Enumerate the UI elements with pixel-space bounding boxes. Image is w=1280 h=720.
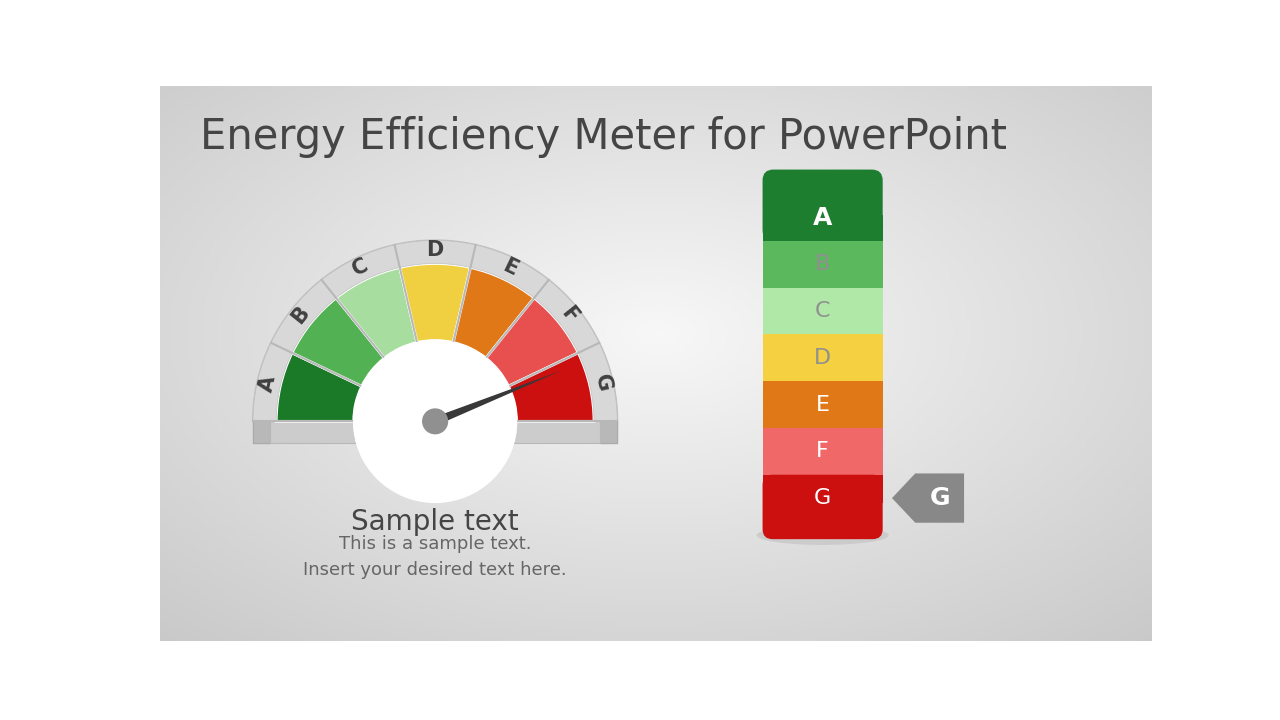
Bar [763,215,883,241]
Text: E: E [815,395,829,415]
Text: D: D [426,240,444,261]
Bar [763,474,883,503]
Polygon shape [434,371,561,426]
Polygon shape [892,474,964,523]
Text: A: A [256,373,279,393]
Wedge shape [276,353,362,421]
Wedge shape [399,264,471,343]
Wedge shape [486,298,579,386]
Wedge shape [471,245,549,298]
Text: Sample text: Sample text [351,508,518,536]
Circle shape [353,341,517,503]
Bar [270,421,600,443]
Bar [763,381,883,428]
Text: G: G [814,488,831,508]
Wedge shape [271,280,337,353]
Text: Energy Efficiency Meter for PowerPoint: Energy Efficiency Meter for PowerPoint [200,116,1007,158]
Text: C: C [815,301,831,321]
Wedge shape [353,341,517,421]
FancyBboxPatch shape [763,474,883,539]
Bar [763,241,883,288]
Text: C: C [349,255,371,279]
Polygon shape [253,421,270,443]
Text: G: G [929,486,950,510]
Text: F: F [557,303,582,327]
Wedge shape [321,245,399,298]
Text: F: F [817,441,829,462]
Bar [763,288,883,335]
Wedge shape [579,343,617,421]
Polygon shape [600,421,617,443]
Text: This is a sample text.
Insert your desired text here.: This is a sample text. Insert your desir… [303,534,567,579]
Wedge shape [292,298,384,386]
Ellipse shape [756,526,888,545]
Wedge shape [534,280,599,353]
Text: E: E [499,255,521,279]
Circle shape [422,409,448,433]
Wedge shape [394,240,476,267]
Bar [763,335,883,381]
Wedge shape [453,267,534,358]
Text: B: B [815,254,831,274]
Wedge shape [508,353,594,421]
Wedge shape [337,267,417,358]
Wedge shape [253,343,292,421]
Text: D: D [814,348,831,368]
FancyBboxPatch shape [763,169,883,241]
Circle shape [353,341,517,503]
Text: B: B [288,302,314,327]
Bar [763,428,883,474]
Text: G: G [591,373,614,394]
Wedge shape [253,240,617,421]
Text: A: A [813,206,832,230]
